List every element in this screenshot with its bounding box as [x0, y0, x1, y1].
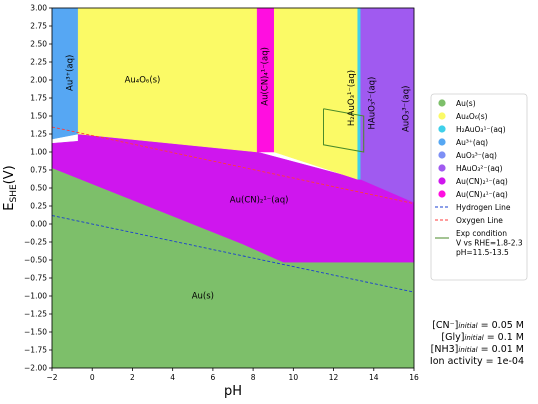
- x-tick-label: 16: [409, 373, 419, 382]
- y-tick-label: −1.25: [24, 310, 47, 319]
- region-label-6: H₂AuO₃¹⁻(aq): [347, 70, 357, 126]
- legend-marker: [438, 125, 446, 133]
- x-tick-label: 2: [130, 373, 135, 382]
- region-5: [273, 7, 358, 180]
- region-label-7: HAuO₃²⁻(aq): [367, 77, 377, 130]
- x-tick-label: −2: [46, 373, 57, 382]
- y-tick-label: 0.00: [30, 220, 47, 229]
- legend-label: V vs RHE=1.8-2.3: [456, 238, 523, 247]
- y-axis-label: ESHE(V): [2, 165, 19, 210]
- legend: Au(s) Au₄O₆(s) H₂AuO₃¹⁻(aq) Au³⁺(aq) AuO₃³⁻(…: [430, 93, 528, 281]
- legend-box: [430, 93, 528, 281]
- legend-marker: [438, 112, 446, 120]
- y-tick-label: 1.75: [30, 94, 47, 103]
- exp-condition-box: [323, 108, 365, 153]
- region-6: [357, 7, 361, 180]
- y-tick-label: 2.25: [30, 58, 47, 67]
- y-tick-label: 2.00: [30, 76, 47, 85]
- y-tick-label: 2.50: [30, 40, 47, 49]
- hydrogen-line: [51, 215, 415, 293]
- y-tick-label: 1.25: [30, 130, 47, 139]
- x-tick-label: 6: [210, 373, 215, 382]
- region-3: [77, 7, 258, 153]
- legend-marker: [438, 99, 446, 107]
- y-tick-label: 3.00: [30, 4, 47, 13]
- condition-cn: [CN⁻]initial = 0.05 M: [432, 320, 524, 331]
- x-tick-label: 10: [289, 373, 299, 382]
- region-labels: Au(s) Au(CN)₂¹⁻(aq) Au³⁺(aq) Au₄O₆(s) Au(CN)…: [66, 47, 412, 301]
- x-tick-label: 14: [369, 373, 379, 382]
- y-tick-label: 0.50: [30, 184, 47, 193]
- y-tick-label: 0.25: [30, 202, 47, 211]
- region-layer: [51, 7, 415, 369]
- legend-label: AuO₃³⁻(aq): [456, 151, 497, 160]
- legend-marker: [438, 151, 446, 159]
- y-tick-label: 1.00: [30, 148, 47, 157]
- legend-marker: [438, 177, 446, 185]
- region-label-3: Au₄O₆(s): [125, 76, 161, 86]
- legend-label: Au(s): [456, 99, 476, 108]
- condition-nh3: [NH3]initial = 0.01 M: [430, 344, 524, 355]
- oxygen-line: [51, 126, 415, 205]
- legend-label: Oxygen Line: [456, 216, 503, 225]
- x-axis-label: pH: [224, 384, 242, 399]
- legend-label: Au(CN)₄¹⁻(aq): [456, 190, 508, 199]
- condition-ion-activity: Ion activity = 1e-04: [429, 356, 524, 367]
- legend-label: Au(CN)₂¹⁻(aq): [456, 177, 508, 186]
- y-tick-label: −1.00: [24, 292, 47, 301]
- y-tick-label: −0.50: [24, 256, 47, 265]
- legend-marker: [438, 138, 446, 146]
- legend-marker: [438, 164, 446, 172]
- y-tick-label: 1.50: [30, 112, 47, 121]
- legend-label: HAuO₃²⁻(aq): [456, 164, 503, 173]
- region-label-0: Au(s): [192, 292, 214, 302]
- y-tick-label: −0.25: [24, 238, 47, 247]
- region-label-1: Au(CN)₂¹⁻(aq): [230, 196, 289, 206]
- legend-label: Au₄O₆(s): [456, 112, 488, 121]
- legend-label: Au³⁺(aq): [456, 138, 488, 147]
- legend-label: pH=11.5-13.5: [456, 248, 509, 257]
- x-tick-label: 4: [170, 373, 175, 382]
- y-tick-label: −1.50: [24, 328, 47, 337]
- x-tick-label: 8: [251, 373, 256, 382]
- region-label-8: AuO₃³⁻(aq): [401, 86, 411, 132]
- legend-label: Hydrogen Line: [456, 203, 511, 212]
- y-tick-label: −1.75: [24, 346, 47, 355]
- region-label-4: Au(CN)₄¹⁻(aq): [261, 47, 271, 106]
- y-tick-label: 2.75: [30, 22, 47, 31]
- legend-marker: [438, 190, 446, 198]
- condition-gly: [Gly]initial = 0.1 M: [441, 332, 524, 343]
- y-tick-label: −0.75: [24, 274, 47, 283]
- region-label-2: Au³⁺(aq): [66, 55, 76, 91]
- y-axis: −2.00 −1.75 −1.50 −1.25 −1.00 −0.75 −0.50 −0.25…: [24, 4, 52, 373]
- legend-label: H₂AuO₃¹⁻(aq): [456, 125, 506, 134]
- legend-label: Exp condition: [456, 229, 507, 238]
- reference-lines: [51, 108, 415, 293]
- x-tick-label: 0: [90, 373, 95, 382]
- y-tick-label: 0.75: [30, 166, 47, 175]
- y-tick-label: −2.00: [24, 364, 47, 373]
- x-tick-label: 12: [329, 373, 339, 382]
- conditions-block: [CN⁻]initial = 0.05 M [Gly]initial = 0.1…: [404, 320, 524, 368]
- x-axis: −2 0 2 4 6 8 10 12 14 16: [46, 368, 419, 382]
